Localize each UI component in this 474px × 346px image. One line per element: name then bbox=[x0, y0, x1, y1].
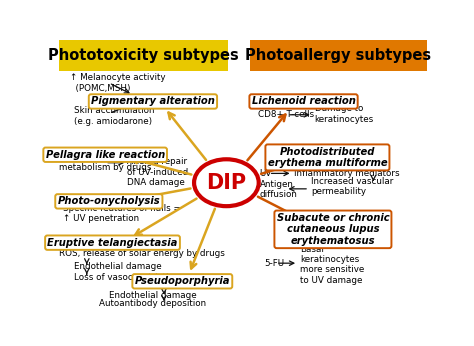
Text: Photoallergy subtypes: Photoallergy subtypes bbox=[246, 48, 431, 63]
Text: Photodistributed
erythema multiforme: Photodistributed erythema multiforme bbox=[268, 147, 387, 168]
Text: Autoantibody deposition: Autoantibody deposition bbox=[100, 299, 207, 308]
Text: Subacute or chronic
cutaneous lupus
erythematosus: Subacute or chronic cutaneous lupus eryt… bbox=[277, 213, 389, 246]
Text: Pigmentary alteration: Pigmentary alteration bbox=[91, 97, 215, 107]
Text: ↑ Melanocyte activity
  (POMC,MSH): ↑ Melanocyte activity (POMC,MSH) bbox=[70, 73, 166, 92]
Text: Damage to
keratinocytes: Damage to keratinocytes bbox=[315, 104, 374, 124]
Text: 5-FU: 5-FU bbox=[264, 259, 284, 268]
FancyBboxPatch shape bbox=[250, 40, 427, 71]
Text: Inflammatory mediators: Inflammatory mediators bbox=[293, 169, 399, 178]
Text: Photo-onycholysis: Photo-onycholysis bbox=[57, 197, 160, 206]
Text: Basal
keratinocytes
more sensitive
to UV damage: Basal keratinocytes more sensitive to UV… bbox=[300, 245, 364, 285]
Text: Increased vascular
permeability: Increased vascular permeability bbox=[311, 177, 393, 197]
Text: Endothelial damage: Endothelial damage bbox=[74, 262, 162, 271]
Text: Alteration of NAD
metabolism by drugs: Alteration of NAD metabolism by drugs bbox=[59, 153, 152, 172]
Text: ROS, release of solar energy by drugs: ROS, release of solar energy by drugs bbox=[59, 249, 225, 258]
Text: Antigen
diffusion: Antigen diffusion bbox=[260, 180, 298, 199]
Text: Specific features of nails =
↑ UV penetration: Specific features of nails = ↑ UV penetr… bbox=[63, 204, 181, 223]
Text: Pellagra like reaction: Pellagra like reaction bbox=[46, 150, 165, 160]
Text: Skin accumulation
(e.g. amiodarone): Skin accumulation (e.g. amiodarone) bbox=[74, 107, 155, 126]
Text: Loss of vasoconstriction: Loss of vasoconstriction bbox=[74, 273, 179, 282]
Text: Eruptive telangiectasia: Eruptive telangiectasia bbox=[47, 238, 178, 248]
Text: Altered repair
of UV-induced
DNA damage: Altered repair of UV-induced DNA damage bbox=[127, 157, 189, 187]
Text: Endothelial damage: Endothelial damage bbox=[109, 291, 197, 300]
Text: Phototoxicity subtypes: Phototoxicity subtypes bbox=[48, 48, 239, 63]
Text: DIP: DIP bbox=[206, 173, 246, 193]
Circle shape bbox=[194, 159, 259, 206]
Text: Lichenoid reaction: Lichenoid reaction bbox=[252, 97, 356, 107]
Text: CD8+ T-cells: CD8+ T-cells bbox=[258, 110, 314, 119]
Text: UV: UV bbox=[259, 169, 272, 178]
Text: Pseudoporphyria: Pseudoporphyria bbox=[135, 276, 230, 286]
FancyBboxPatch shape bbox=[59, 40, 228, 71]
